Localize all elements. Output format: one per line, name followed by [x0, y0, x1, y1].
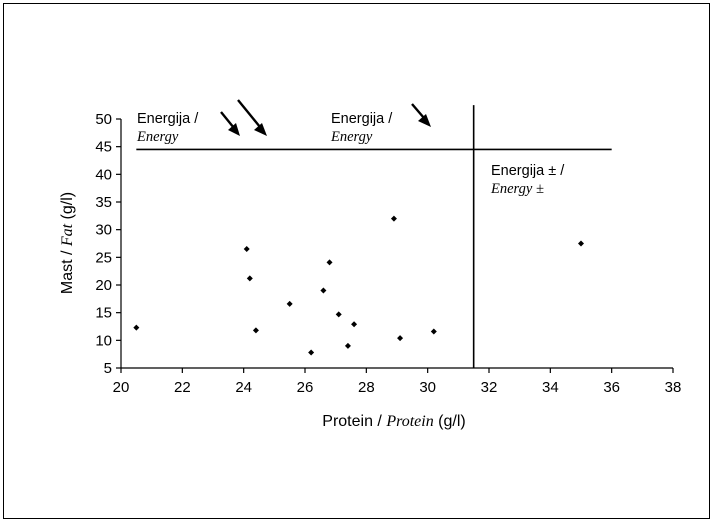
data-point [133, 324, 140, 331]
x-tick-label: 36 [603, 379, 620, 396]
y-tick-label: 10 [95, 332, 112, 349]
data-point [335, 311, 342, 318]
x-tick-label: 34 [542, 379, 559, 396]
y-tick-label: 25 [95, 249, 112, 266]
x-tick-label: 26 [297, 379, 314, 396]
annotation-2-line1: Energija / [331, 111, 393, 127]
y-axis-label: Mast / Fat (g/l) [59, 192, 76, 294]
y-tick-label: 45 [95, 139, 112, 156]
x-axis-label: Protein / Protein (g/l) [322, 413, 465, 430]
y-tick-label: 20 [95, 277, 112, 294]
data-point [326, 259, 333, 266]
annotation-3-line1: Energija ± / [491, 163, 565, 179]
data-point [308, 349, 315, 356]
annotation-3-line2: Energy ± [490, 181, 544, 197]
data-point [286, 300, 293, 307]
data-point [351, 321, 358, 328]
data-point [243, 246, 250, 253]
arrow-down-right-icon [237, 99, 267, 136]
y-tick-label: 5 [104, 360, 112, 377]
y-tick-label: 40 [95, 166, 112, 183]
arrow-down-right-icon [220, 111, 240, 136]
arrow-down-right-icon [411, 103, 431, 127]
annotation-1-line1: Energija / [137, 111, 199, 127]
x-ticks: 20 22 24 26 28 30 32 34 36 38 [113, 368, 682, 396]
annotation-1-line2: Energy [136, 129, 179, 145]
annotation-2-line2: Energy [330, 129, 373, 145]
x-tick-label: 32 [481, 379, 498, 396]
y-tick-label: 35 [95, 194, 112, 211]
data-point [252, 327, 259, 334]
y-tick-label: 15 [95, 305, 112, 322]
x-tick-label: 24 [235, 379, 252, 396]
x-tick-label: 22 [174, 379, 191, 396]
y-tick-label: 50 [95, 111, 112, 128]
data-point [397, 335, 404, 342]
data-point [578, 240, 584, 247]
data-point [344, 342, 351, 349]
y-ticks: 5 10 15 20 25 30 35 40 45 50 [95, 111, 121, 377]
reference-lines [136, 105, 612, 368]
data-point [430, 328, 437, 335]
x-tick-label: 30 [419, 379, 436, 396]
data-point [390, 215, 397, 222]
x-tick-label: 20 [113, 379, 130, 396]
data-point [246, 275, 253, 282]
data-points [133, 215, 584, 356]
x-tick-label: 28 [358, 379, 375, 396]
y-tick-label: 30 [95, 222, 112, 239]
axes [120, 119, 673, 369]
data-point [320, 287, 327, 294]
x-tick-label: 38 [665, 379, 682, 396]
